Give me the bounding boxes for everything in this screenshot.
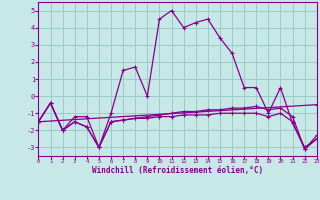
X-axis label: Windchill (Refroidissement éolien,°C): Windchill (Refroidissement éolien,°C)	[92, 166, 263, 175]
